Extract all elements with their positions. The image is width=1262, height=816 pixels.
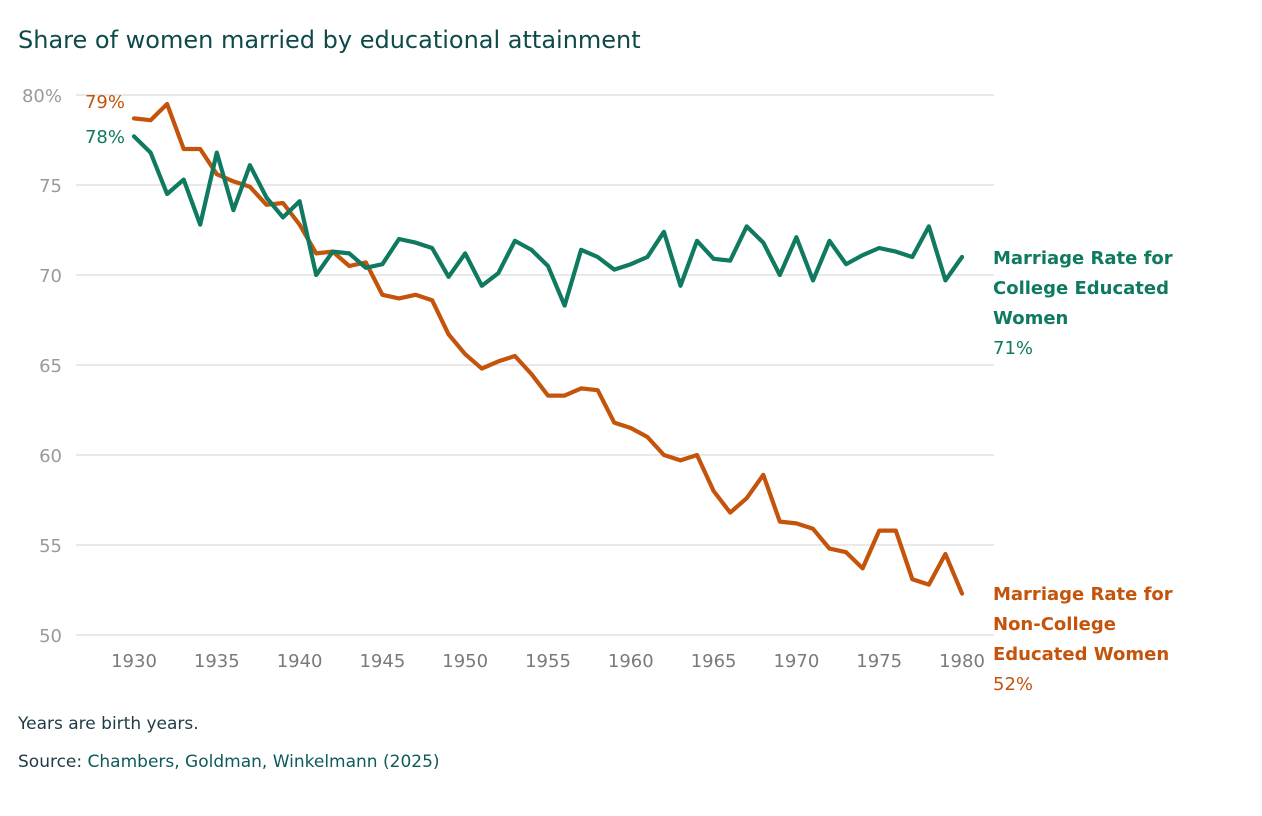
- y-axis-ticks: 80% 75 70 65 60 55 50: [22, 86, 62, 647]
- series-name-label: Educated Women: [993, 644, 1169, 665]
- y-tick-label: 70: [39, 266, 62, 287]
- x-axis-ticks: 1930 1935 1940 1945 1950 1955 1960 1965 1970 1975…: [111, 651, 985, 672]
- y-tick-label: 50: [39, 626, 62, 647]
- x-tick-label: 1940: [277, 651, 323, 672]
- series-end-label: 52%: [993, 674, 1033, 695]
- y-tick-label: 55: [39, 536, 62, 557]
- series-labels: 78% 79% Marriage Rate for College Educated W…: [85, 92, 1173, 695]
- series-lines: [131, 101, 965, 596]
- x-tick-label: 1945: [359, 651, 405, 672]
- series-end-label: 71%: [993, 338, 1033, 359]
- y-tick-label: 75: [39, 176, 62, 197]
- x-tick-label: 1975: [856, 651, 902, 672]
- footnote: Years are birth years.: [18, 714, 199, 734]
- x-tick-label: 1980: [939, 651, 985, 672]
- series-start-label: 79%: [85, 92, 125, 113]
- gridlines: [76, 94, 994, 636]
- series-line: [131, 134, 965, 308]
- x-tick-label: 1955: [525, 651, 571, 672]
- series-start-label: 78%: [85, 127, 125, 148]
- x-tick-label: 1930: [111, 651, 157, 672]
- source-link[interactable]: Chambers, Goldman, Winkelmann (2025): [87, 752, 440, 772]
- source-line: Source: Chambers, Goldman, Winkelmann (2…: [18, 752, 440, 772]
- x-tick-label: 1935: [194, 651, 240, 672]
- x-tick-label: 1970: [773, 651, 819, 672]
- y-tick-label: 65: [39, 356, 62, 377]
- series-name-label: Women: [993, 308, 1068, 329]
- series-name-label: Non-College: [993, 614, 1116, 635]
- series-name-label: Marriage Rate for: [993, 248, 1173, 269]
- series-name-label: College Educated: [993, 278, 1169, 299]
- x-tick-label: 1960: [608, 651, 654, 672]
- x-tick-label: 1965: [691, 651, 737, 672]
- y-tick-label: 60: [39, 446, 62, 467]
- source-prefix: Source:: [18, 752, 88, 772]
- series-name-label: Marriage Rate for: [993, 584, 1173, 605]
- x-tick-label: 1950: [442, 651, 488, 672]
- y-tick-label: 80%: [22, 86, 62, 107]
- chart-title: Share of women married by educational at…: [18, 26, 641, 54]
